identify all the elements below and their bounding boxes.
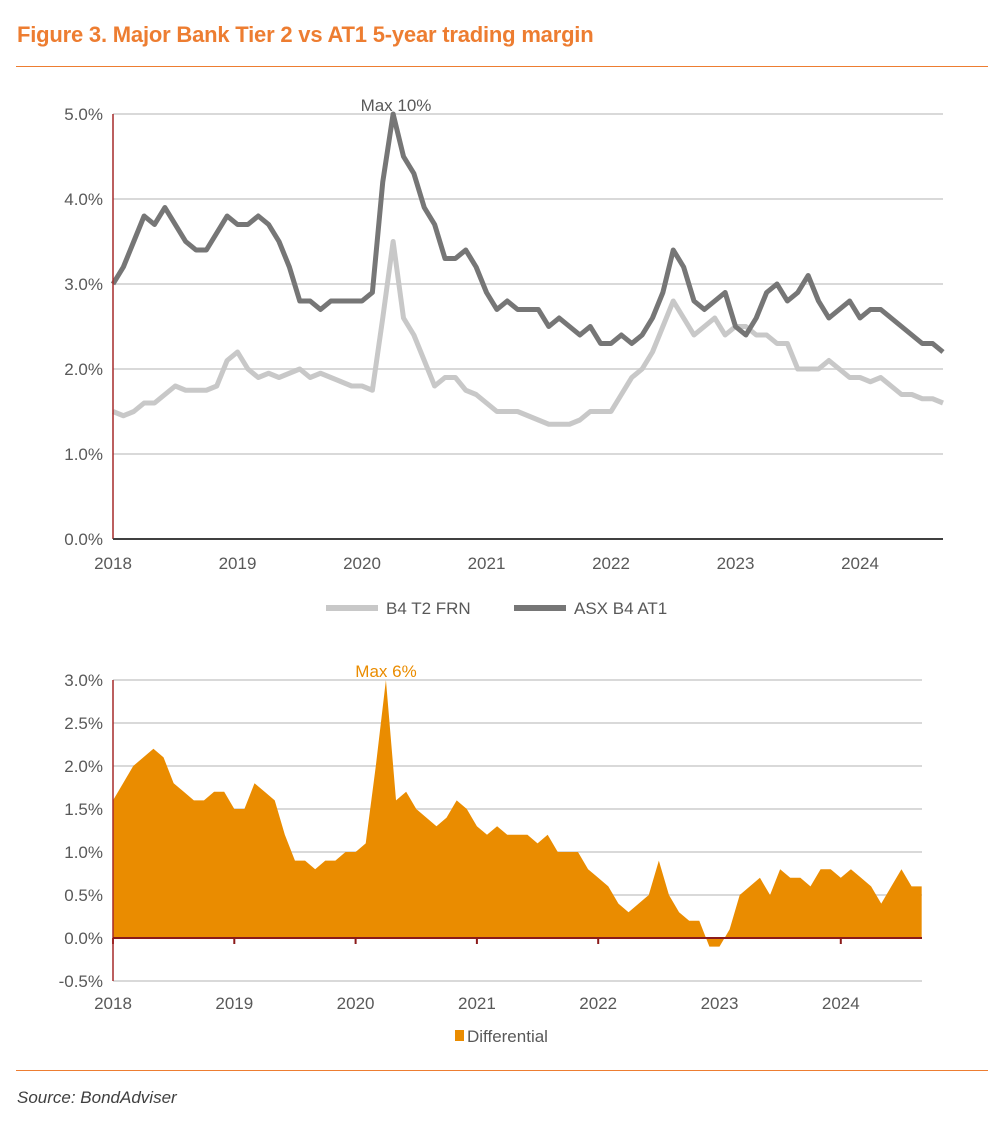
- y-tick-label: 1.5%: [64, 800, 103, 819]
- x-tick-label: 2022: [579, 994, 617, 1013]
- source-note: Source: BondAdviser: [17, 1088, 177, 1107]
- y-tick-label: 4.0%: [64, 190, 103, 209]
- series-area-differential: [113, 680, 922, 947]
- legend-label-differential: Differential: [467, 1027, 548, 1046]
- top-legend: B4 T2 FRN ASX B4 AT1: [326, 599, 667, 618]
- x-tick-label: 2018: [94, 554, 132, 573]
- margin-line-chart: 0.0% 1.0% 2.0% 3.0% 4.0% 5.0% 2018 2019 2020 2021…: [64, 105, 945, 573]
- x-tick-label: 2024: [841, 554, 879, 573]
- series-line-asx-b4-at1: [110, 111, 945, 354]
- y-tick-label: 1.0%: [64, 445, 103, 464]
- x-tick-label: 2021: [458, 994, 496, 1013]
- x-tick-label: 2023: [717, 554, 755, 573]
- x-tick-label: 2018: [94, 994, 132, 1013]
- differential-area-chart: -0.5% 0.0% 0.5% 1.0% 1.5% 2.0% 2.5% 3.0% 2018 201…: [59, 671, 922, 1013]
- title-rule: [16, 66, 988, 67]
- legend-swatch-differential: [455, 1030, 464, 1041]
- legend-label-t2: B4 T2 FRN: [386, 599, 471, 618]
- x-tick-label: 2022: [592, 554, 630, 573]
- source-rule: [16, 1070, 988, 1071]
- x-tick-label: 2019: [219, 554, 257, 573]
- x-tick-label: 2021: [468, 554, 506, 573]
- y-tick-label: -0.5%: [59, 972, 103, 991]
- x-tick-label: 2019: [215, 994, 253, 1013]
- y-tick-label: 2.0%: [64, 757, 103, 776]
- y-tick-label: 2.0%: [64, 360, 103, 379]
- legend-label-at1: ASX B4 AT1: [574, 599, 667, 618]
- bottom-annotation: Max 6%: [355, 662, 416, 681]
- bottom-legend: Differential: [455, 1027, 548, 1046]
- figure-title: Figure 3. Major Bank Tier 2 vs AT1 5-yea…: [17, 22, 594, 47]
- top-annotation: Max 10%: [361, 96, 432, 115]
- y-tick-label: 0.5%: [64, 886, 103, 905]
- x-tick-label: 2023: [701, 994, 739, 1013]
- y-tick-label: 3.0%: [64, 275, 103, 294]
- y-tick-label: 0.0%: [64, 530, 103, 549]
- y-tick-label: 2.5%: [64, 714, 103, 733]
- y-tick-label: 1.0%: [64, 843, 103, 862]
- x-tick-label: 2020: [337, 994, 375, 1013]
- series-line-b4-t2-frn: [112, 239, 944, 427]
- y-tick-label: 3.0%: [64, 671, 103, 690]
- y-tick-label: 0.0%: [64, 929, 103, 948]
- y-tick-label: 5.0%: [64, 105, 103, 124]
- x-tick-label: 2020: [343, 554, 381, 573]
- x-tick-label: 2024: [822, 994, 860, 1013]
